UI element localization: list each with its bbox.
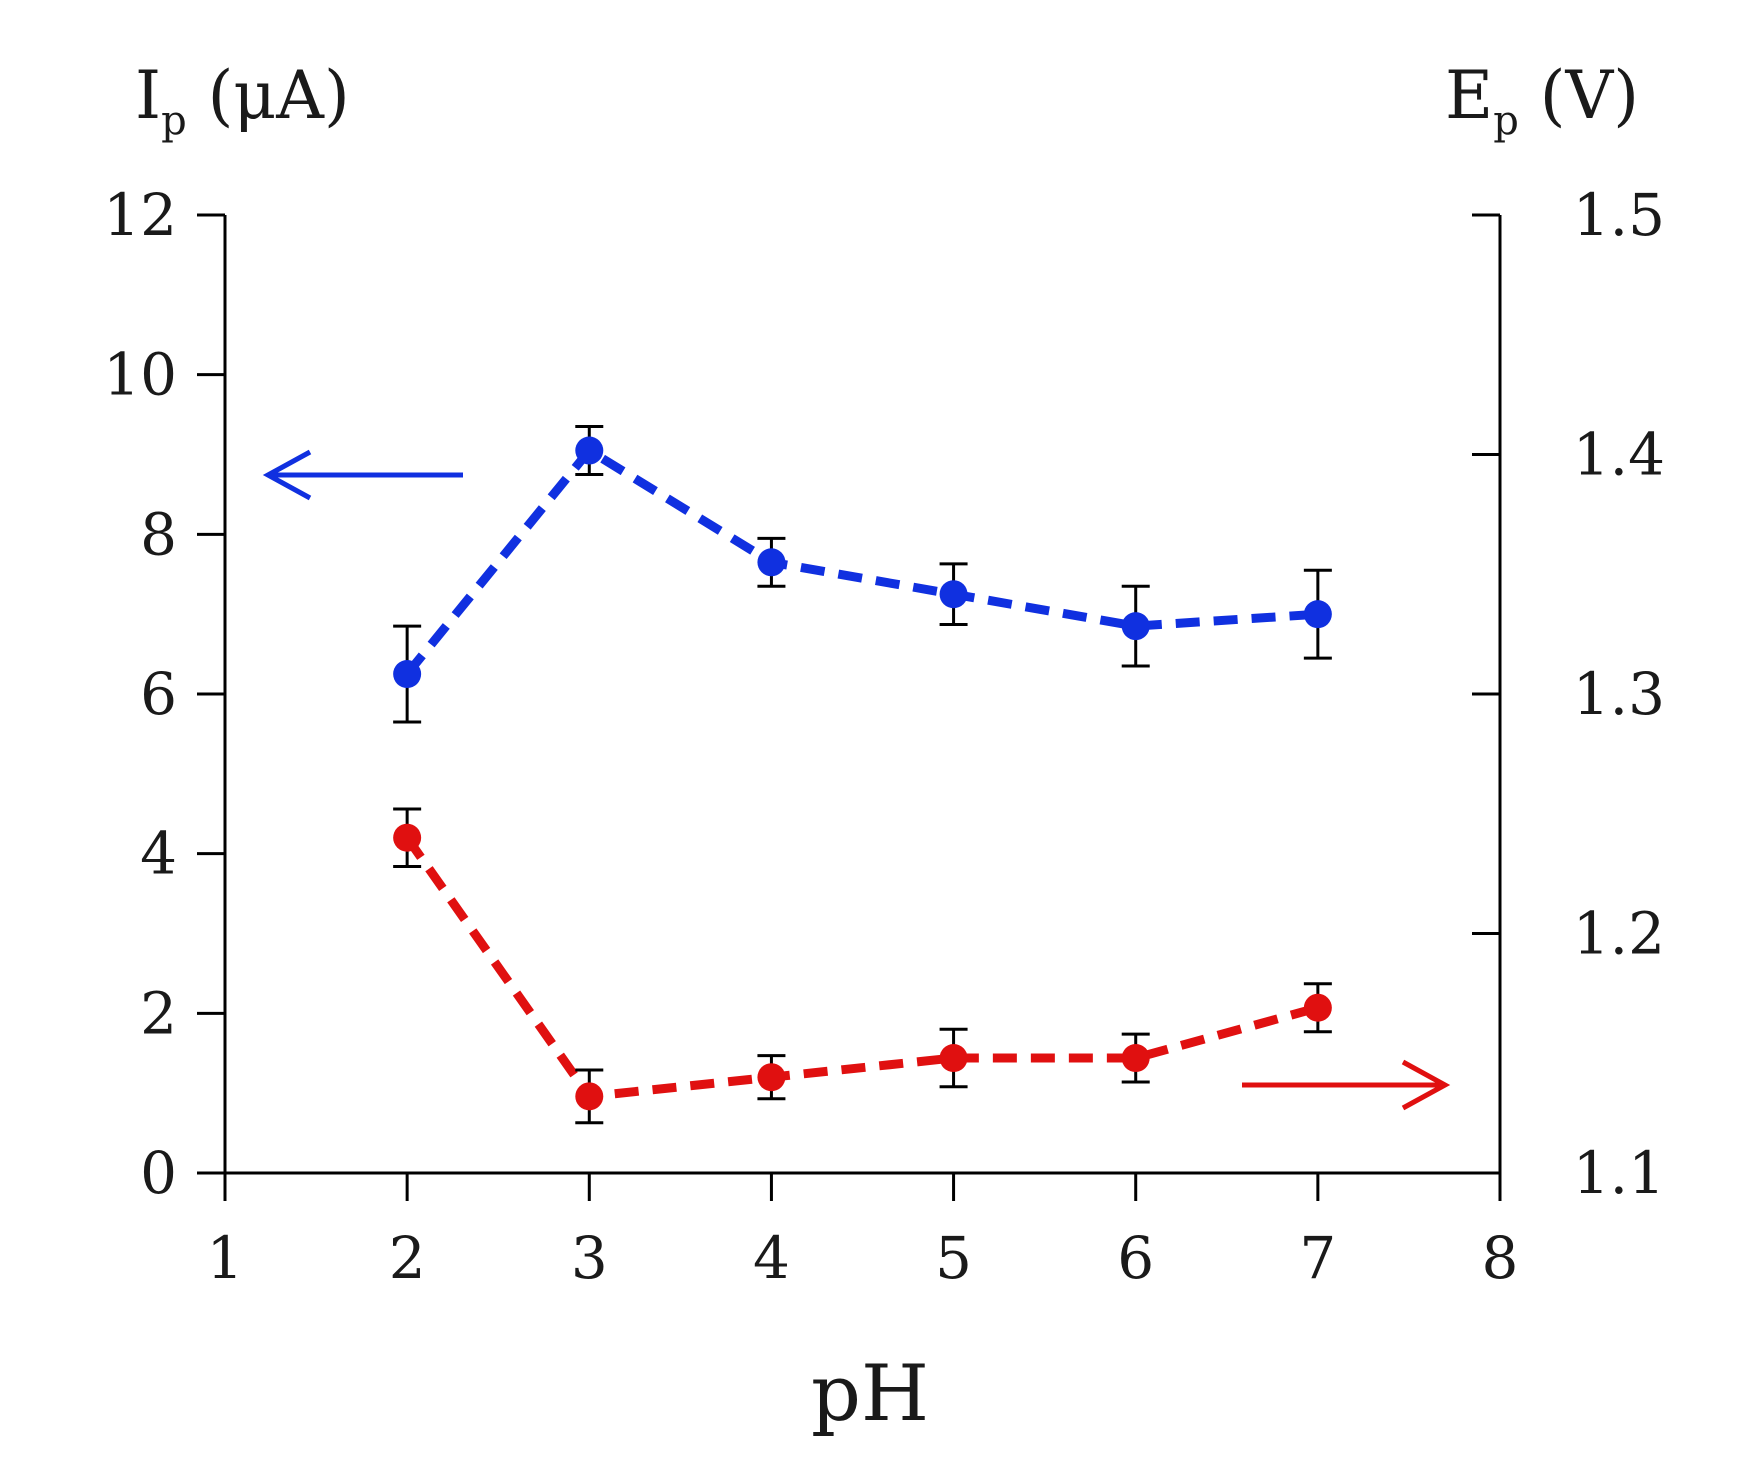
right-axis-title-main: E: [1445, 57, 1493, 134]
data-point-Ip: [1303, 600, 1332, 629]
data-point-Ip: [1121, 612, 1150, 641]
x-tick-label: 5: [935, 1224, 972, 1292]
left-axis-title-sub: p: [161, 98, 187, 144]
left-arrow-head-icon: [262, 449, 312, 501]
data-point-Ep: [1121, 1044, 1150, 1073]
left-axis-title-main: I: [135, 57, 161, 134]
data-point-Ep: [1303, 993, 1332, 1022]
right-tick-label: 1.2: [1573, 900, 1665, 968]
series-line-Ep: [403, 835, 1320, 1101]
right-tick-label: 1.1: [1573, 1139, 1665, 1207]
left-axis-title-unit: (μA): [187, 57, 350, 134]
x-tick-label: 6: [1117, 1224, 1154, 1292]
labels: Ip (μA) Ep (V) pH: [135, 57, 1639, 1439]
data-point-Ip: [757, 548, 786, 577]
data-point-Ep: [393, 823, 422, 852]
x-tick-label: 3: [571, 1224, 608, 1292]
x-axis-title: pH: [811, 1349, 929, 1439]
x-tick-label: 4: [753, 1224, 790, 1292]
left-tick-label: 0: [140, 1139, 177, 1207]
left-tick-label: 6: [140, 660, 177, 728]
right-arrow-head-icon: [1401, 1059, 1451, 1111]
right-tick-label: 1.4: [1573, 421, 1665, 489]
data-point-Ip: [939, 580, 968, 609]
x-tick-label: 2: [389, 1224, 426, 1292]
data-point-Ep: [757, 1063, 786, 1092]
left-tick-label: 10: [103, 341, 177, 409]
series-line-Ip: [403, 446, 1319, 677]
x-tick-label: 8: [1482, 1224, 1519, 1292]
right-axis-title: Ep (V): [1445, 57, 1639, 144]
right-tick-label: 1.5: [1573, 181, 1665, 249]
series-layer: [393, 425, 1332, 1125]
right-axis-title-sub: p: [1493, 98, 1519, 144]
left-tick-label: 8: [140, 500, 177, 568]
x-tick-label: 1: [207, 1224, 244, 1292]
left-tick-label: 2: [140, 979, 177, 1047]
left-tick-label: 12: [103, 181, 177, 249]
data-point-Ep: [575, 1082, 604, 1111]
data-point-Ip: [393, 660, 422, 689]
left-tick-label: 4: [140, 820, 177, 888]
data-point-Ep: [939, 1044, 968, 1073]
right-axis-title-unit: (V): [1519, 57, 1639, 134]
right-tick-label: 1.3: [1573, 660, 1665, 728]
x-tick-label: 7: [1299, 1224, 1336, 1292]
data-point-Ip: [575, 436, 604, 465]
left-axis-title: Ip (μA): [135, 57, 350, 144]
